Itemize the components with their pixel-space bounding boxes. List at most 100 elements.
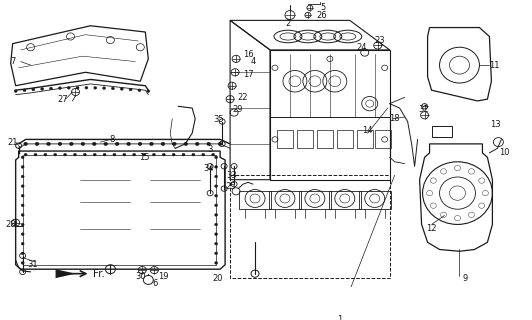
Text: 4: 4: [251, 57, 256, 66]
Circle shape: [218, 142, 222, 146]
Circle shape: [35, 142, 39, 146]
Circle shape: [73, 153, 77, 156]
Text: 22: 22: [238, 93, 248, 102]
Circle shape: [21, 175, 24, 178]
Circle shape: [123, 153, 126, 156]
Circle shape: [161, 142, 165, 146]
Circle shape: [85, 86, 88, 89]
Circle shape: [214, 233, 218, 236]
Circle shape: [32, 88, 35, 91]
Circle shape: [24, 153, 27, 156]
Text: 1: 1: [337, 315, 343, 320]
Circle shape: [113, 153, 116, 156]
Circle shape: [127, 142, 130, 146]
Circle shape: [214, 156, 218, 159]
Circle shape: [207, 142, 211, 146]
Circle shape: [103, 87, 105, 90]
Circle shape: [214, 223, 218, 226]
Circle shape: [21, 261, 24, 264]
Circle shape: [40, 88, 44, 90]
Circle shape: [212, 153, 214, 156]
Circle shape: [21, 185, 24, 188]
Circle shape: [54, 153, 57, 156]
Text: 30: 30: [135, 272, 146, 281]
Circle shape: [111, 87, 114, 90]
Circle shape: [162, 153, 165, 156]
Circle shape: [24, 142, 28, 146]
Circle shape: [214, 175, 218, 178]
Text: 21: 21: [7, 138, 18, 147]
Circle shape: [214, 242, 218, 245]
Circle shape: [21, 156, 24, 159]
Circle shape: [214, 213, 218, 216]
Circle shape: [34, 153, 37, 156]
Text: 8: 8: [110, 135, 115, 144]
Circle shape: [21, 242, 24, 245]
Circle shape: [64, 153, 66, 156]
Circle shape: [138, 142, 142, 146]
Circle shape: [67, 86, 70, 89]
Circle shape: [184, 142, 188, 146]
Text: 18: 18: [389, 114, 400, 123]
Text: 20: 20: [213, 274, 223, 283]
Circle shape: [147, 90, 150, 92]
Circle shape: [120, 88, 123, 90]
Text: Fr.: Fr.: [93, 269, 104, 279]
Circle shape: [49, 87, 53, 90]
Text: 11: 11: [489, 60, 500, 70]
Text: 25: 25: [226, 182, 236, 191]
Circle shape: [21, 223, 24, 226]
Circle shape: [214, 204, 218, 207]
Circle shape: [93, 153, 96, 156]
Circle shape: [214, 194, 218, 197]
Text: 5: 5: [320, 3, 326, 12]
Circle shape: [103, 153, 106, 156]
Circle shape: [172, 153, 175, 156]
Circle shape: [138, 89, 141, 92]
Circle shape: [214, 185, 218, 188]
Circle shape: [143, 153, 146, 156]
Circle shape: [214, 165, 218, 168]
Circle shape: [94, 86, 97, 89]
Circle shape: [21, 233, 24, 236]
Circle shape: [153, 153, 155, 156]
Circle shape: [214, 261, 218, 264]
Circle shape: [93, 142, 96, 146]
Text: 29: 29: [233, 105, 243, 114]
Circle shape: [44, 153, 47, 156]
Circle shape: [149, 142, 153, 146]
Text: 27: 27: [57, 95, 68, 104]
Bar: [230, 175, 389, 278]
Circle shape: [21, 194, 24, 197]
Text: 6: 6: [153, 279, 158, 288]
Text: 31: 31: [27, 260, 38, 269]
Circle shape: [192, 153, 195, 156]
Text: 23: 23: [375, 36, 385, 45]
Circle shape: [104, 142, 107, 146]
Text: 35: 35: [213, 115, 223, 124]
Text: 33: 33: [227, 171, 237, 180]
Circle shape: [115, 142, 119, 146]
Circle shape: [70, 142, 73, 146]
Circle shape: [21, 165, 24, 168]
Circle shape: [21, 204, 24, 207]
Circle shape: [202, 153, 205, 156]
Circle shape: [58, 142, 62, 146]
Text: 2: 2: [285, 20, 290, 28]
Text: 14: 14: [362, 126, 373, 135]
Circle shape: [84, 153, 86, 156]
Circle shape: [59, 87, 61, 90]
Text: 28: 28: [5, 220, 16, 229]
Circle shape: [132, 153, 136, 156]
Text: 17: 17: [243, 69, 253, 79]
Text: 24: 24: [356, 43, 367, 52]
Text: 15: 15: [139, 153, 149, 162]
Circle shape: [23, 89, 26, 92]
Circle shape: [14, 90, 17, 92]
Text: 32: 32: [418, 105, 429, 114]
Circle shape: [195, 142, 199, 146]
Text: 9: 9: [463, 274, 468, 283]
Circle shape: [172, 142, 176, 146]
Circle shape: [81, 142, 85, 146]
Circle shape: [182, 153, 185, 156]
